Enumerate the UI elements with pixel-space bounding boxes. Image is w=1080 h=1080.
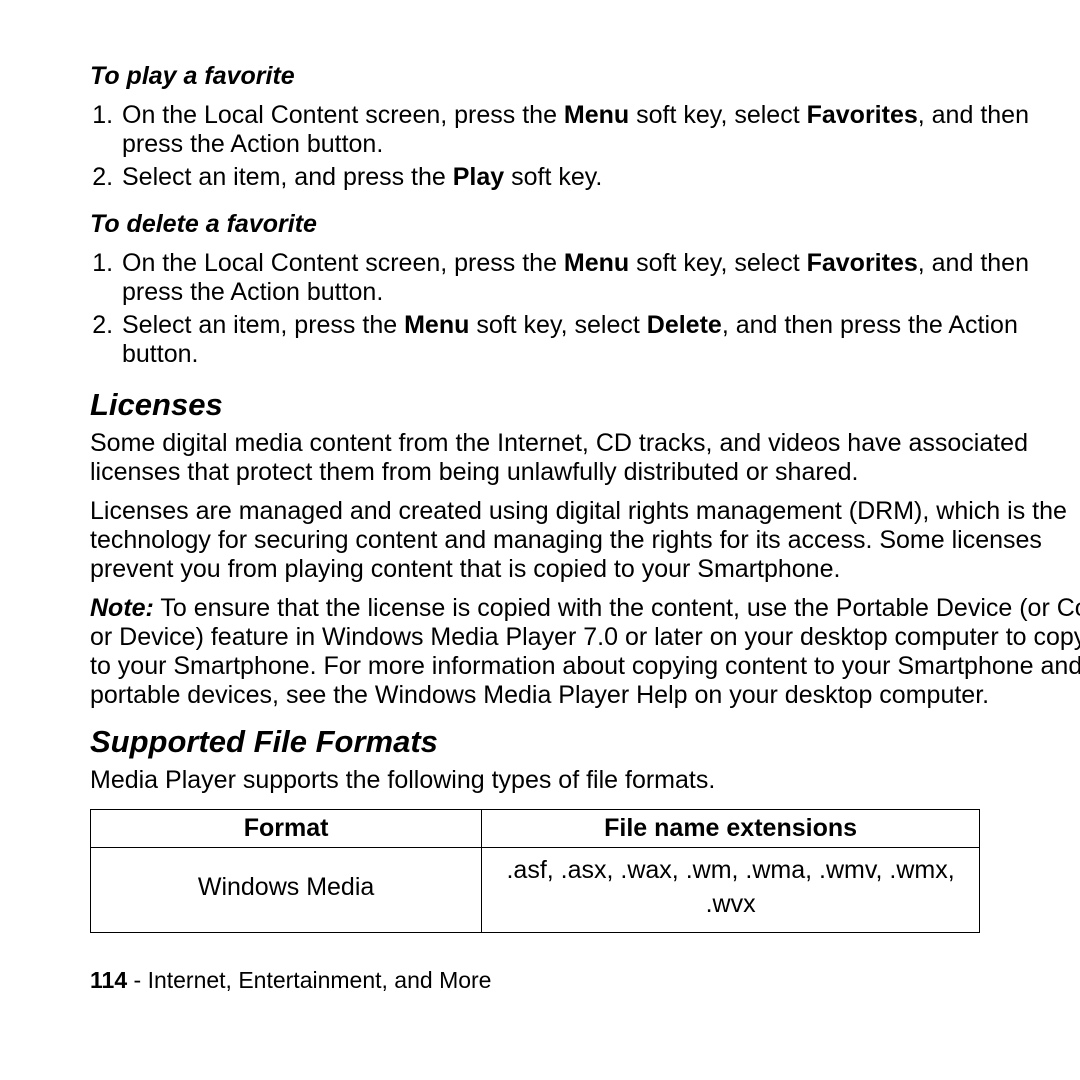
table-header-row: Format File name extensions [91, 810, 980, 848]
text: soft key. [504, 163, 602, 191]
ui-term: Menu [564, 101, 629, 129]
footer-sep: - [127, 967, 147, 993]
heading-play-favorite: To play a favorite [90, 62, 1080, 91]
formats-intro: Media Player supports the following type… [90, 766, 1080, 795]
cell-extensions: .asf, .asx, .wax, .wm, .wma, .wmv, .wmx,… [482, 848, 980, 933]
page-footer: 114 - Internet, Entertainment, and More [90, 967, 1080, 994]
text: soft key, select [469, 311, 646, 339]
formats-table: Format File name extensions Windows Medi… [90, 809, 980, 933]
ui-term: Favorites [807, 249, 918, 277]
col-format: Format [91, 810, 482, 848]
licenses-note: Note: To ensure that the license is copi… [90, 594, 1080, 710]
manual-page: To play a favorite On the Local Content … [0, 0, 1080, 994]
licenses-p2: Licenses are managed and created using d… [90, 497, 1080, 584]
ui-term: Favorites [807, 101, 918, 129]
text: soft key, select [629, 101, 806, 129]
page-number: 114 [90, 967, 127, 993]
step: Select an item, press the Menu soft key,… [120, 311, 1080, 369]
heading-licenses: Licenses [90, 387, 1080, 423]
table-row: Windows Media .asf, .asx, .wax, .wm, .wm… [91, 848, 980, 933]
ui-term: Play [453, 163, 504, 191]
text: On the Local Content screen, press the [122, 101, 564, 129]
licenses-p1: Some digital media content from the Inte… [90, 429, 1080, 487]
steps-play-favorite: On the Local Content screen, press the M… [90, 101, 1080, 192]
ui-term: Delete [647, 311, 722, 339]
note-label: Note: [90, 594, 154, 622]
note-body: To ensure that the license is copied wit… [90, 594, 1080, 709]
ui-term: Menu [564, 249, 629, 277]
step: On the Local Content screen, press the M… [120, 101, 1080, 159]
footer-title: Internet, Entertainment, and More [148, 967, 492, 993]
heading-formats: Supported File Formats [90, 724, 1080, 760]
text: Select an item, press the [122, 311, 404, 339]
ui-term: Menu [404, 311, 469, 339]
text: Select an item, and press the [122, 163, 453, 191]
cell-format: Windows Media [91, 848, 482, 933]
step: Select an item, and press the Play soft … [120, 163, 1080, 192]
heading-delete-favorite: To delete a favorite [90, 210, 1080, 239]
text: soft key, select [629, 249, 806, 277]
step: On the Local Content screen, press the M… [120, 249, 1080, 307]
text: On the Local Content screen, press the [122, 249, 564, 277]
steps-delete-favorite: On the Local Content screen, press the M… [90, 249, 1080, 369]
col-extensions: File name extensions [482, 810, 980, 848]
